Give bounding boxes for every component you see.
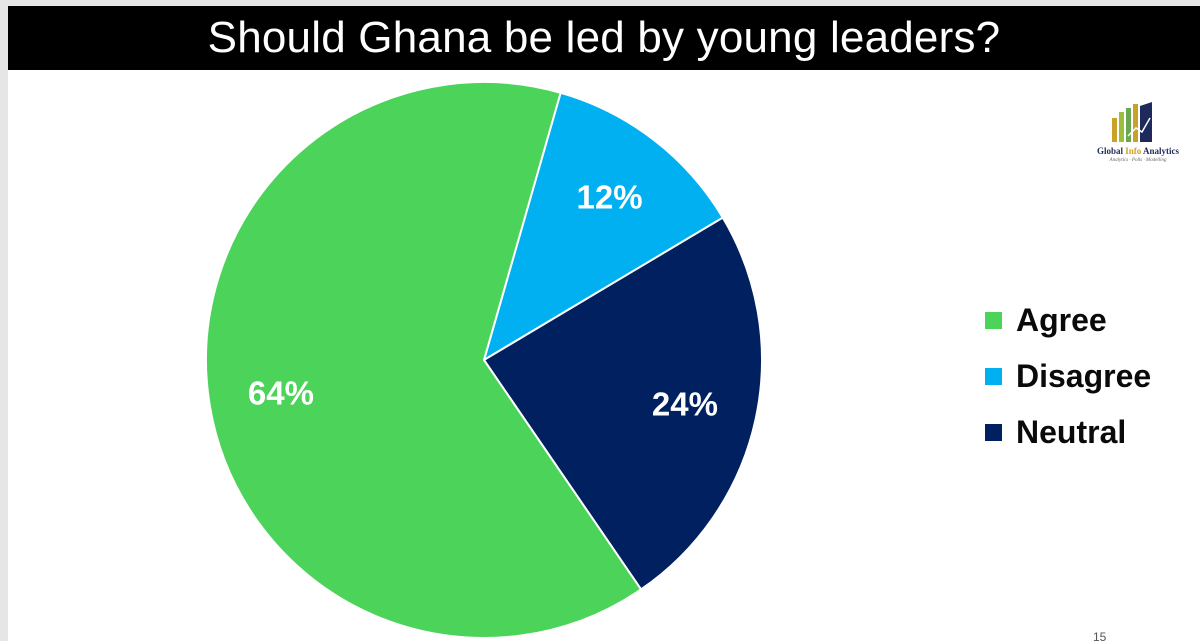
slice-label-neutral: 24%	[652, 386, 718, 423]
legend-item-neutral: Neutral	[985, 404, 1151, 460]
legend: Agree Disagree Neutral	[985, 292, 1151, 460]
pie-slice-neutral	[482, 216, 763, 591]
slice-label-agree: 64%	[248, 374, 314, 411]
pie-slice-disagree	[482, 91, 725, 363]
page-number: 15	[1093, 630, 1107, 644]
legend-label-agree: Agree	[1016, 301, 1107, 338]
legend-label-neutral: Neutral	[1016, 413, 1127, 450]
title-bar: Should Ghana be led by young leaders?	[8, 6, 1200, 70]
logo-bars-icon	[1112, 102, 1152, 142]
slide-frame-left	[0, 0, 8, 641]
logo-name: Global Info Analytics	[1096, 146, 1180, 156]
slice-label-disagree: 12%	[576, 179, 642, 216]
legend-item-disagree: Disagree	[985, 348, 1151, 404]
global-info-analytics-logo: Global Info Analytics Analytics · Polls …	[1088, 100, 1188, 170]
pie-slice-agree	[205, 81, 643, 639]
legend-swatch-agree	[985, 311, 1002, 329]
slide-frame-top	[0, 0, 1200, 6]
legend-swatch-disagree	[985, 367, 1002, 385]
legend-label-disagree: Disagree	[1016, 357, 1152, 394]
logo-tagline: Analytics · Polls · Modelling	[1109, 158, 1167, 163]
legend-swatch-neutral	[985, 423, 1002, 441]
legend-item-agree: Agree	[985, 292, 1151, 348]
chart-title: Should Ghana be led by young leaders?	[207, 13, 1001, 62]
